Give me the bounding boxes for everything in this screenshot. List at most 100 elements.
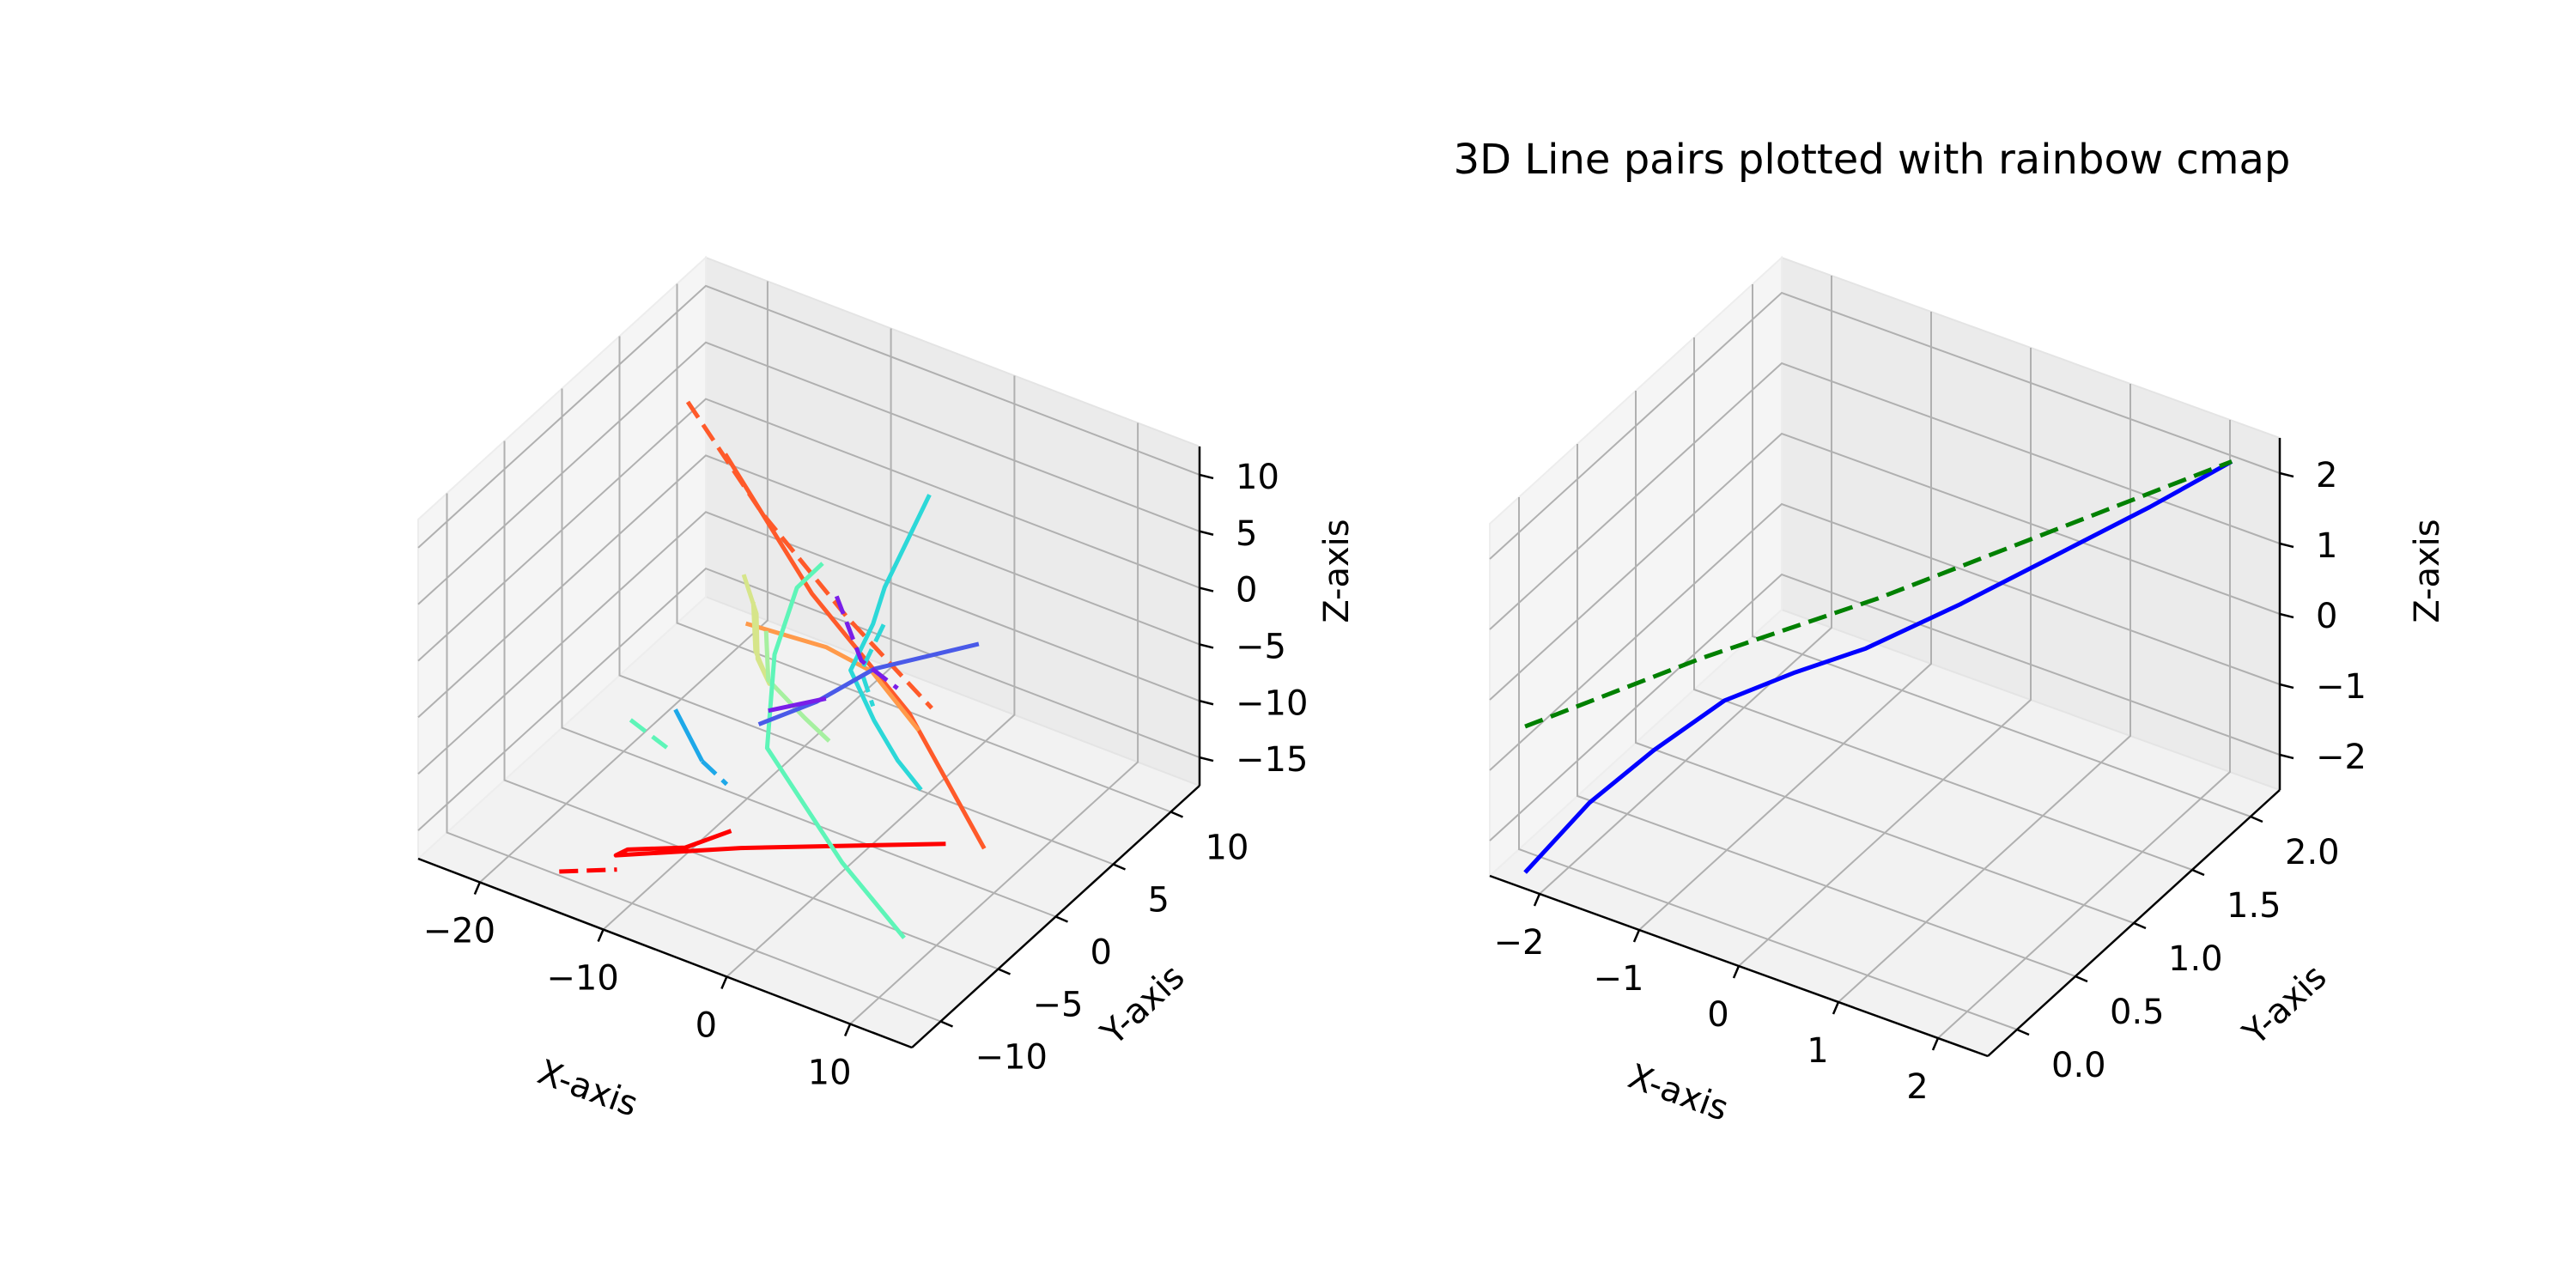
series-line-9 bbox=[848, 494, 932, 792]
z-tick-label: −15 bbox=[1236, 740, 1308, 780]
x-tick-label: 0 bbox=[1707, 995, 1728, 1035]
z-gridline bbox=[1489, 502, 2281, 771]
z-tick-label: 2 bbox=[2316, 456, 2337, 495]
y-tick bbox=[2133, 921, 2147, 930]
y-tick bbox=[1170, 811, 1183, 818]
y-gridline bbox=[1518, 497, 2018, 1030]
x-tick bbox=[597, 929, 605, 942]
series-line-13 bbox=[757, 641, 980, 726]
y-gridline bbox=[446, 493, 941, 1023]
y-tick-label: 0.0 bbox=[2051, 1046, 2106, 1085]
z-tick-label: 0 bbox=[2316, 597, 2337, 636]
x-axis-label: X-axis bbox=[532, 1053, 642, 1125]
x-gridline bbox=[1738, 348, 2032, 967]
x-tick-label: −20 bbox=[423, 912, 495, 951]
series-line-1 bbox=[559, 867, 617, 874]
series-line-15 bbox=[834, 595, 899, 690]
chart-title: 3D Line pairs plotted with rainbow cmap bbox=[1454, 136, 2291, 184]
y-tick bbox=[2191, 868, 2205, 877]
z-gridline bbox=[417, 284, 1200, 549]
series-line-10 bbox=[859, 623, 886, 708]
x-tick bbox=[843, 1024, 852, 1036]
x-gridline bbox=[1638, 312, 1932, 931]
series-line-7 bbox=[764, 562, 906, 939]
z-gridline bbox=[417, 398, 1200, 662]
y-tick-label: 2.0 bbox=[2285, 833, 2340, 872]
z-tick-label: 5 bbox=[1236, 514, 1257, 554]
series-line-0 bbox=[613, 829, 946, 858]
y-gridline bbox=[676, 283, 1171, 813]
y-tick-label: −10 bbox=[975, 1038, 1048, 1078]
z-gridline bbox=[1489, 432, 2281, 701]
y-gridline bbox=[1693, 337, 2193, 871]
y-gridline bbox=[618, 336, 1114, 866]
y-tick bbox=[2016, 1028, 2030, 1036]
x-tick bbox=[1832, 1001, 1840, 1015]
series-line-11 bbox=[673, 708, 704, 762]
x-tick bbox=[1632, 929, 1641, 943]
x-tick bbox=[1533, 893, 1541, 907]
x-gridline bbox=[1539, 276, 1832, 895]
y-tick bbox=[1113, 863, 1126, 871]
y-tick bbox=[2250, 815, 2263, 823]
x-gridline bbox=[849, 422, 1139, 1025]
z-gridline bbox=[417, 511, 1200, 775]
z-tick bbox=[1199, 756, 1214, 762]
z-gridline bbox=[1489, 291, 2281, 560]
series-line-8 bbox=[629, 718, 669, 750]
z-tick-label: −5 bbox=[1236, 627, 1286, 666]
z-tick-label: 10 bbox=[1236, 458, 1279, 497]
z-tick bbox=[1199, 530, 1214, 536]
y-tick bbox=[998, 968, 1011, 975]
x-tick-label: −2 bbox=[1494, 923, 1545, 963]
z-tick bbox=[2279, 542, 2294, 549]
x-tick-label: 2 bbox=[1906, 1067, 1928, 1107]
right-3d-panel: −2 −1 0 1 2 0.00.51.01.52.0 −2 −1 0 1 2 X-axis Y-axi… bbox=[1488, 255, 2447, 1129]
y-tick-label: −5 bbox=[1033, 986, 1084, 1025]
y-gridline bbox=[561, 388, 1056, 918]
z-tick bbox=[1199, 643, 1214, 649]
y-gridline bbox=[1577, 444, 2076, 977]
y-tick-label: 1.5 bbox=[2227, 886, 2281, 926]
x-tick-label: 0 bbox=[696, 1006, 717, 1046]
x-gridline bbox=[1937, 420, 2231, 1039]
z-gridline bbox=[417, 341, 1200, 605]
series-line-12 bbox=[700, 759, 729, 787]
z-tick bbox=[2279, 612, 2294, 619]
x-tick-label: 1 bbox=[1807, 1031, 1828, 1071]
series-line-1 bbox=[1524, 459, 2233, 729]
z-tick-label: −10 bbox=[1236, 683, 1308, 723]
series-line-6 bbox=[763, 630, 831, 743]
z-tick bbox=[2279, 753, 2294, 760]
y-gridline bbox=[1752, 284, 2251, 817]
x-gridline bbox=[479, 281, 769, 884]
y-gridline bbox=[1635, 391, 2135, 924]
x-tick-label: 10 bbox=[808, 1054, 852, 1093]
series-line-5 bbox=[741, 574, 772, 686]
z-gridline bbox=[417, 454, 1200, 719]
y-tick bbox=[940, 1020, 953, 1028]
z-tick bbox=[1199, 700, 1214, 706]
z-tick-label: 0 bbox=[1236, 571, 1257, 611]
series-line-3 bbox=[685, 400, 933, 710]
y-tick bbox=[1055, 915, 1068, 923]
z-axis-label: Z-axis bbox=[1317, 519, 1357, 623]
z-tick-label: −2 bbox=[2316, 738, 2366, 777]
x-tick bbox=[1931, 1037, 1940, 1051]
y-tick bbox=[2075, 975, 2088, 983]
y-tick-label: 1.0 bbox=[2168, 939, 2223, 979]
y-gridline bbox=[503, 440, 999, 970]
x-tick bbox=[473, 882, 482, 895]
z-tick bbox=[1199, 586, 1214, 592]
x-tick bbox=[1732, 965, 1741, 979]
x-gridline bbox=[726, 375, 1016, 978]
z-tick bbox=[2279, 683, 2294, 690]
x-tick-label: −1 bbox=[1594, 959, 1644, 999]
y-tick-label: 10 bbox=[1206, 829, 1249, 868]
y-axis-label: Y-axis bbox=[2235, 957, 2335, 1054]
series-line-14 bbox=[768, 696, 827, 714]
z-tick bbox=[1199, 473, 1214, 480]
y-tick-label: 0.5 bbox=[2110, 993, 2165, 1032]
